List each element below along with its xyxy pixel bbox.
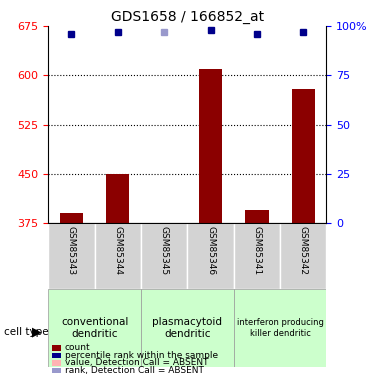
Text: rank, Detection Call = ABSENT: rank, Detection Call = ABSENT: [65, 366, 204, 375]
Text: GSM85345: GSM85345: [160, 226, 169, 276]
Text: plasmacytoid
dendritic: plasmacytoid dendritic: [152, 317, 222, 339]
FancyBboxPatch shape: [141, 223, 187, 289]
FancyBboxPatch shape: [48, 223, 95, 289]
Bar: [106, 174, 129, 223]
Title: GDS1658 / 166852_at: GDS1658 / 166852_at: [111, 10, 264, 24]
FancyBboxPatch shape: [234, 289, 326, 368]
Text: percentile rank within the sample: percentile rank within the sample: [65, 351, 218, 360]
Bar: [199, 69, 222, 223]
Text: conventional
dendritic: conventional dendritic: [61, 317, 128, 339]
Text: GSM85344: GSM85344: [113, 226, 122, 275]
FancyBboxPatch shape: [187, 223, 234, 289]
Bar: [245, 210, 269, 223]
Text: GSM85343: GSM85343: [67, 226, 76, 276]
Bar: [60, 213, 83, 223]
FancyBboxPatch shape: [48, 289, 141, 368]
FancyBboxPatch shape: [141, 289, 234, 368]
Text: GSM85341: GSM85341: [252, 226, 262, 276]
Text: interferon producing
killer dendritic: interferon producing killer dendritic: [237, 318, 324, 338]
FancyBboxPatch shape: [95, 223, 141, 289]
Text: ▶: ▶: [32, 326, 41, 338]
Text: cell type: cell type: [4, 327, 48, 337]
Text: GSM85342: GSM85342: [299, 226, 308, 275]
FancyBboxPatch shape: [280, 223, 326, 289]
FancyBboxPatch shape: [234, 223, 280, 289]
Text: GSM85346: GSM85346: [206, 226, 215, 276]
Bar: [292, 88, 315, 223]
Text: value, Detection Call = ABSENT: value, Detection Call = ABSENT: [65, 358, 209, 368]
Bar: [152, 223, 176, 226]
Text: count: count: [65, 344, 91, 352]
